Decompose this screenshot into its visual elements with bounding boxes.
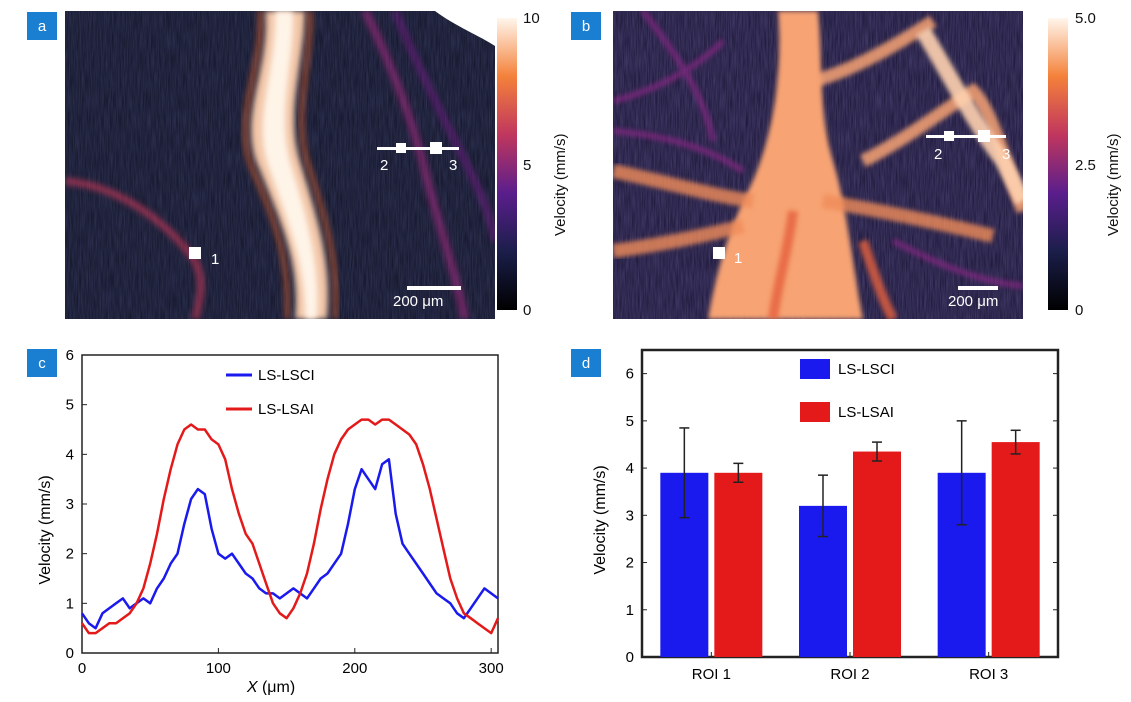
- panel-b-roi-1-label: 1: [734, 250, 743, 267]
- panel-c-ytick-label: 4: [66, 446, 74, 463]
- panel-a-colorbar: [497, 18, 517, 310]
- panel-a-roi-2-marker: [396, 143, 406, 153]
- panel-b-roi-1-marker: [713, 247, 725, 259]
- panel-d-legend-swatch-2: [800, 402, 830, 422]
- panel-c-xtick-label: 200: [342, 660, 367, 677]
- panel-a-roi-3-marker: [430, 142, 442, 154]
- panel-b-colorbar-tick-max: 5.0: [1075, 10, 1096, 27]
- panel-b-scale-label: 200 μm: [948, 293, 999, 310]
- panel-b-roi-2-label: 2: [934, 146, 943, 163]
- panel-b-tag: b: [571, 12, 601, 40]
- panel-d-ylabel: Velocity (mm/s): [592, 465, 609, 574]
- panel-c-ytick-label: 0: [66, 645, 74, 662]
- panel-b-roi-3-label: 3: [1002, 146, 1011, 163]
- panel-d-bar-2: [714, 472, 763, 657]
- panel-c-series-line-1: [80, 458, 499, 630]
- panel-a-roi-1-marker: [189, 247, 201, 259]
- panel-c-xlabel-var: X: [246, 679, 259, 695]
- panel-d-bar-2: [853, 451, 901, 657]
- panel-d-category-label: ROI 2: [830, 666, 869, 683]
- panel-a-scale-bar: [407, 286, 461, 290]
- panel-d-tag: d: [571, 349, 601, 377]
- panel-c-ytick-label: 1: [66, 595, 74, 612]
- panel-c-xtick-label: 0: [78, 660, 86, 677]
- panel-d-category-label: ROI 1: [692, 666, 731, 683]
- panel-d-ytick-label: 5: [626, 413, 634, 430]
- panel-d-ytick-label: 3: [626, 507, 634, 524]
- panel-b-scale-bar: [958, 286, 998, 290]
- panel-d-legend-label-1: LS-LSCI: [838, 361, 895, 378]
- panel-c-tag: c: [27, 349, 57, 377]
- panel-c-series-line-2: [80, 418, 500, 635]
- panel-a-roi-1-label: 1: [211, 251, 220, 268]
- panel-d-bar-2: [991, 442, 1040, 657]
- panel-d-ytick-label: 2: [626, 555, 634, 572]
- panel-d-ytick-label: 1: [626, 602, 634, 619]
- panel-d-ytick-label: 6: [626, 366, 634, 383]
- panel-c-xlabel: X (μm): [246, 679, 295, 695]
- panel-b-colorbar-tick-mid: 2.5: [1075, 157, 1096, 174]
- panel-d-legend-swatch-1: [800, 359, 830, 379]
- panel-c-ytick-label: 5: [66, 397, 74, 414]
- panel-b-colorbar-tick-min: 0: [1075, 302, 1084, 319]
- panel-c-ylabel: Velocity (mm/s): [37, 475, 54, 584]
- panel-d-ytick-label: 4: [626, 460, 634, 477]
- panel-b-colorbar: [1048, 18, 1068, 310]
- panel-d-bar-chart: Velocity (mm/s) 0 1 2 3 4 5 6 ROI 1 ROI 2 ROI 3 LS…: [592, 348, 1060, 683]
- panel-b-profile-line: [926, 135, 1006, 138]
- panel-a-roi-2-label: 2: [380, 157, 389, 174]
- panel-b-roi-3-marker: [978, 130, 990, 142]
- panel-a-scale-label: 200 μm: [393, 293, 444, 310]
- panel-a-velocity-map: [65, 11, 495, 319]
- panel-a-colorbar-tick-max: 10: [523, 10, 540, 27]
- panel-c-ytick-label: 2: [66, 546, 74, 563]
- panel-c-xtick-label: 300: [479, 660, 504, 677]
- panel-a-colorbar-tick-mid: 5: [523, 157, 532, 174]
- panel-d-category-label: ROI 3: [969, 666, 1008, 683]
- panel-d-legend-label-2: LS-LSAI: [838, 404, 894, 421]
- panel-a-tag: a: [27, 12, 57, 40]
- panel-c-xlabel-unit: (μm): [258, 679, 296, 695]
- panel-b-roi-2-marker: [944, 131, 954, 141]
- panel-d-ytick-label: 0: [626, 649, 634, 666]
- panel-a-colorbar-label: Velocity (mm/s): [552, 133, 569, 236]
- panel-c-ytick-label: 3: [66, 496, 74, 513]
- panel-a-profile-line: [377, 147, 459, 150]
- panel-a-roi-3-label: 3: [449, 157, 458, 174]
- panel-c-plot-frame: [81, 354, 499, 654]
- panel-b-colorbar-label: Velocity (mm/s): [1105, 133, 1122, 236]
- panel-b-velocity-map: [613, 11, 1023, 319]
- panel-c-legend-label-1: LS-LSCI: [258, 367, 315, 384]
- panel-c-ytick-label: 6: [66, 347, 74, 364]
- panel-c-legend-label-2: LS-LSAI: [258, 401, 314, 418]
- panel-c-line-chart: Velocity (mm/s) X (μm) 0 1 2 3 4 5 6 0 100 200 300…: [37, 347, 504, 695]
- panel-c-xtick-label: 100: [206, 660, 231, 677]
- panel-a-colorbar-tick-min: 0: [523, 302, 532, 319]
